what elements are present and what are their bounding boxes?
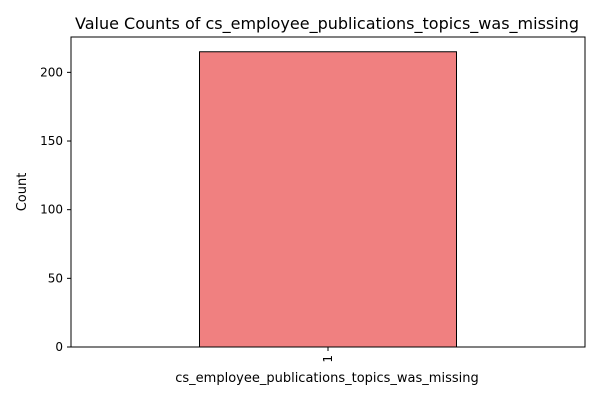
y-axis-ticks: 0 50 100 150 200 — [40, 65, 71, 354]
x-axis-ticks: 1 — [321, 347, 335, 363]
bars-group — [199, 51, 457, 348]
y-axis-label: Count — [15, 173, 30, 212]
x-tick-label: 1 — [321, 355, 335, 363]
y-tick-label: 0 — [55, 340, 63, 354]
x-axis-label: cs_employee_publications_topics_was_miss… — [175, 371, 478, 386]
y-tick-label: 150 — [40, 134, 63, 148]
y-tick-label: 100 — [40, 203, 63, 217]
y-tick-label: 200 — [40, 65, 63, 79]
chart-title: Value Counts of cs_employee_publications… — [75, 14, 579, 34]
bar-1 — [199, 51, 457, 348]
y-tick-label: 50 — [48, 271, 63, 285]
